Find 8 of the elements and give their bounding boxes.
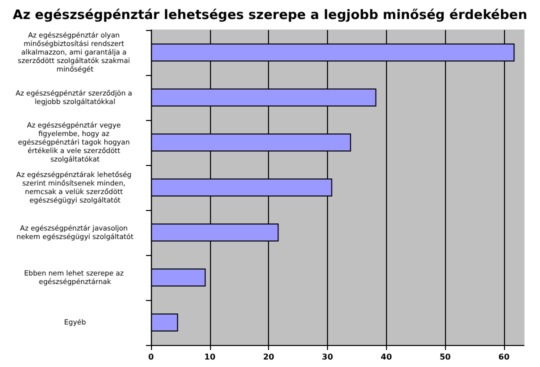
x-tick-label: 0 (148, 352, 154, 362)
x-tick-label: 10 (204, 352, 216, 362)
x-tick-label: 20 (263, 352, 275, 362)
x-tick-label: 30 (322, 352, 334, 362)
x-tick-label: 40 (380, 352, 392, 362)
chart-title: Az egészségpénztár lehetséges szerepe a legjobb minőség érdekében (12, 8, 528, 23)
x-tick-label: 50 (440, 352, 452, 362)
x-tick-label: 60 (498, 352, 510, 362)
